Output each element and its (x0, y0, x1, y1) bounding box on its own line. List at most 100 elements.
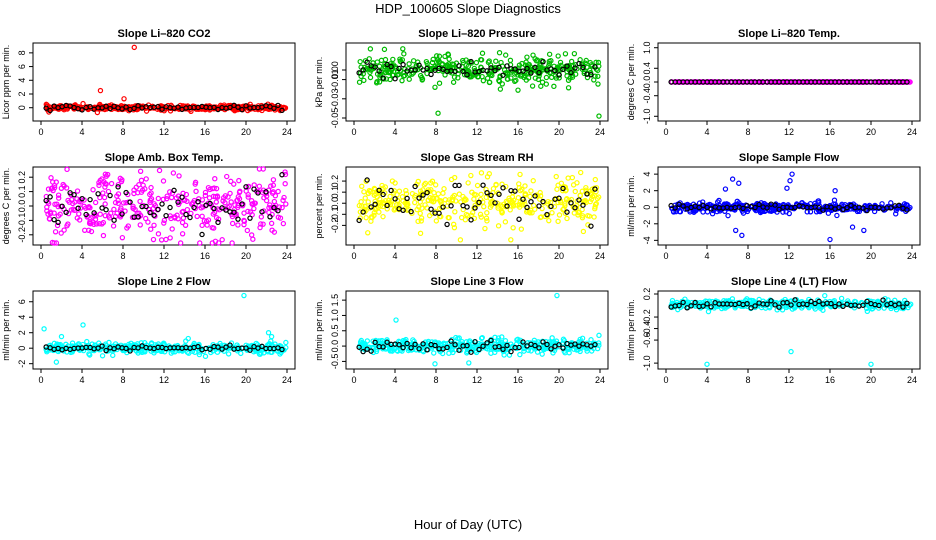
data-point (362, 203, 368, 209)
reference-point (548, 346, 554, 352)
data-point (406, 76, 412, 82)
x-tick-label: 24 (907, 375, 917, 385)
reference-point (215, 219, 221, 226)
data-point (866, 79, 872, 85)
data-point (595, 59, 602, 66)
reference-point (63, 209, 69, 216)
data-point (261, 195, 267, 201)
reference-point (524, 65, 530, 72)
data-point (499, 81, 505, 87)
reference-point (372, 339, 378, 346)
data-point (677, 209, 684, 215)
reference-point (47, 107, 53, 114)
outlier-point (268, 333, 275, 340)
outlier-point (80, 100, 86, 107)
data-point (591, 214, 597, 220)
reference-point (416, 195, 422, 201)
reference-point (672, 205, 678, 211)
data-point (399, 57, 406, 63)
outlier-point (729, 176, 736, 182)
data-point (469, 72, 476, 78)
data-point (539, 351, 545, 357)
reference-point (404, 340, 410, 347)
reference-point (768, 298, 774, 304)
x-tick-label: 8 (120, 375, 125, 385)
x-tick-label: 8 (745, 251, 750, 261)
x-tick-label: 8 (120, 127, 125, 137)
y-tick-label: 0.0 (642, 76, 652, 89)
reference-point (135, 345, 141, 351)
y-tick-label: -0.2 (642, 309, 652, 325)
reference-point (772, 302, 778, 308)
reference-point (508, 348, 514, 355)
data-point (213, 199, 219, 205)
data-point (486, 79, 493, 85)
reference-point (364, 177, 370, 183)
data-point (543, 74, 550, 81)
reference-point (468, 58, 474, 65)
data-point (437, 348, 443, 355)
reference-point (147, 209, 153, 216)
data-point (381, 46, 388, 53)
x-tick-label: 0 (663, 251, 668, 261)
y-tick-label: 6 (17, 64, 27, 69)
data-point (564, 196, 570, 202)
reference-point (492, 67, 498, 74)
outlier-point (432, 84, 438, 90)
x-tick-label: 0 (38, 251, 43, 261)
reference-point (99, 343, 105, 349)
y-tick-label: -0.1 (330, 207, 340, 223)
reference-point (468, 217, 474, 223)
reference-point (123, 104, 129, 110)
data-point (205, 184, 212, 191)
data-point (119, 234, 126, 241)
data-point (53, 240, 60, 246)
data-point (88, 228, 95, 235)
data-point (435, 191, 442, 197)
data-point (462, 196, 468, 202)
data-point (434, 57, 441, 63)
reference-point (504, 342, 510, 349)
reference-point (540, 339, 546, 345)
data-point (593, 188, 599, 195)
data-point (118, 205, 124, 211)
reference-point (464, 342, 470, 349)
reference-point (127, 199, 133, 205)
data-point (65, 197, 71, 204)
reference-point (95, 345, 101, 351)
reference-point (364, 59, 370, 65)
data-point (548, 74, 555, 81)
data-point (472, 202, 478, 209)
data-point (514, 337, 520, 343)
data-point (125, 223, 131, 229)
data-point (418, 218, 424, 224)
data-point (400, 46, 406, 52)
reference-point (680, 203, 686, 209)
data-point (174, 212, 180, 218)
reference-point (776, 206, 782, 213)
data-point (137, 168, 144, 175)
reference-point (59, 203, 65, 209)
data-point (388, 347, 394, 353)
x-tick-label: 12 (784, 251, 794, 261)
data-point (669, 205, 675, 212)
reference-point (864, 298, 870, 305)
y-tick-label: -0.1 (17, 213, 27, 229)
data-point (365, 190, 372, 196)
data-point (869, 306, 875, 312)
reference-point (556, 195, 562, 201)
data-point (594, 345, 601, 352)
data-point (183, 191, 190, 198)
data-point (470, 344, 476, 350)
data-point (504, 199, 511, 206)
data-point (575, 212, 581, 218)
reference-point (684, 305, 690, 311)
reference-point (215, 344, 221, 350)
x-tick-label: 4 (79, 375, 84, 385)
data-point (282, 169, 288, 175)
data-point (161, 217, 168, 224)
data-point (384, 67, 390, 74)
outlier-point (784, 185, 790, 191)
x-tick-label: 0 (38, 375, 43, 385)
outlier-point (722, 186, 729, 192)
